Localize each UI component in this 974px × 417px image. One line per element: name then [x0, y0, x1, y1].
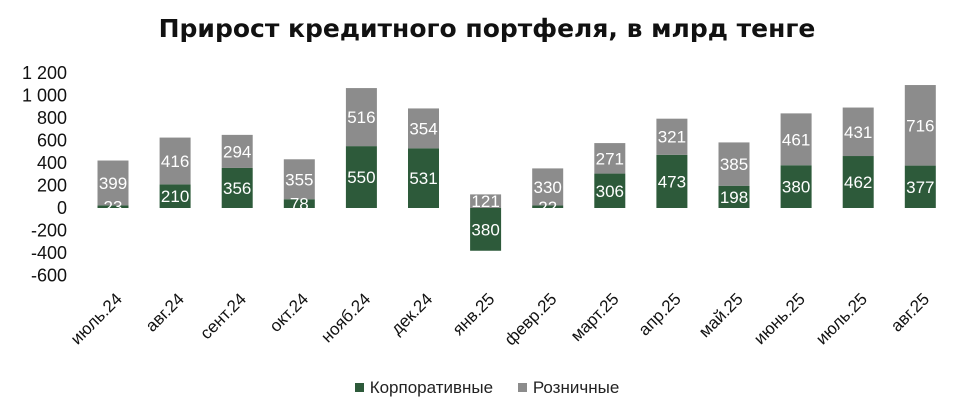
- data-label-corporate: 306: [596, 182, 624, 201]
- bar-retail: [842, 107, 874, 157]
- bar-corporate: [470, 208, 502, 251]
- data-label-corporate: 22: [538, 198, 557, 217]
- bar-retail: [718, 142, 750, 186]
- legend-item-retail: Розничные: [517, 377, 620, 398]
- x-tick-label: июль.25: [812, 289, 871, 348]
- y-tick-label: 800: [37, 108, 67, 128]
- bar-corporate: [159, 184, 191, 208]
- legend-label-corporate: Корпоративные: [369, 377, 494, 397]
- x-tick-label: янв.25: [449, 289, 499, 339]
- bar-corporate: [221, 167, 253, 208]
- x-tick-label: авг.25: [887, 289, 933, 335]
- legend-item-corporate: Корпоративные: [354, 377, 494, 398]
- data-label-corporate: 380: [782, 178, 810, 197]
- x-tick-label: май.25: [695, 289, 747, 341]
- bar-retail: [97, 160, 129, 206]
- bar-corporate: [656, 154, 688, 208]
- x-tick-label: март.25: [567, 289, 623, 345]
- x-axis: июль.24 авг.24 сент.24 окт.24 нояб.24 дек.24 я…: [67, 289, 933, 349]
- data-labels-group: 23 399 210 416 356 294 78 355 550 516 531 354 380 121…: [99, 108, 935, 239]
- bar-retail: [532, 168, 564, 206]
- x-tick-label: июнь.25: [750, 289, 809, 348]
- data-label-retail: 385: [720, 155, 748, 174]
- bars-group: [97, 85, 936, 251]
- y-tick-label: 1 200: [22, 63, 67, 83]
- data-label-retail: 354: [409, 119, 437, 138]
- bar-corporate: [842, 156, 874, 208]
- bar-corporate: [97, 205, 129, 208]
- bar-retail: [780, 113, 812, 166]
- y-tick-label: -200: [31, 221, 67, 241]
- x-tick-label: окт.24: [266, 289, 312, 335]
- data-label-corporate: 198: [720, 188, 748, 207]
- y-tick-label: 600: [37, 131, 67, 151]
- data-label-retail: 321: [658, 128, 686, 147]
- bar-retail: [594, 143, 626, 174]
- data-label-retail: 271: [596, 149, 624, 168]
- y-tick-label: 1 000: [22, 86, 67, 106]
- y-tick-label: 200: [37, 176, 67, 196]
- data-label-retail: 355: [285, 170, 313, 189]
- bar-corporate: [904, 165, 936, 208]
- bar-retail: [221, 134, 253, 168]
- data-label-corporate: 473: [658, 172, 686, 191]
- chart-title: Прирост кредитного портфеля, в млрд тенг…: [158, 14, 816, 43]
- data-label-retail: 399: [99, 174, 127, 193]
- data-label-retail: 431: [844, 123, 872, 142]
- bar-corporate: [780, 165, 812, 208]
- bar-corporate: [718, 185, 750, 208]
- bar-retail: [904, 85, 936, 166]
- x-tick-label: дек.24: [387, 289, 436, 338]
- bar-corporate: [345, 146, 377, 208]
- bar-retail: [283, 159, 315, 200]
- y-tick-label: -600: [31, 266, 67, 286]
- x-tick-label: авг.24: [142, 289, 188, 335]
- x-tick-label: февр.25: [501, 289, 561, 349]
- data-label-retail: 330: [534, 178, 562, 197]
- legend-swatch-retail: [517, 383, 527, 392]
- x-tick-label: апр.25: [635, 289, 685, 339]
- data-label-retail: 294: [223, 142, 251, 161]
- y-tick-label: -400: [31, 243, 67, 263]
- bar-retail: [159, 137, 191, 185]
- legend: Корпоративные Розничные: [0, 377, 974, 398]
- bar-retail: [345, 88, 377, 147]
- data-label-corporate: 78: [290, 195, 309, 214]
- data-label-retail: 716: [906, 116, 934, 135]
- data-label-corporate: 531: [409, 169, 437, 188]
- x-tick-label: нояб.24: [317, 289, 374, 346]
- bar-corporate: [594, 173, 626, 208]
- data-label-corporate: 550: [347, 168, 375, 187]
- bar-corporate: [532, 205, 564, 208]
- bar-retail: [470, 194, 502, 208]
- bar-retail: [408, 108, 439, 149]
- x-tick-label: июль.24: [67, 289, 126, 348]
- legend-swatch-corporate: [354, 383, 364, 392]
- data-label-corporate: 23: [104, 198, 123, 217]
- legend-label-retail: Розничные: [532, 377, 620, 397]
- data-label-corporate: 356: [223, 179, 251, 198]
- data-label-retail: 461: [782, 130, 810, 149]
- data-label-retail: 416: [161, 152, 189, 171]
- data-label-corporate: 377: [906, 178, 934, 197]
- data-label-retail: 121: [471, 192, 499, 211]
- bar-corporate: [408, 148, 439, 208]
- data-label-retail: 516: [347, 108, 375, 127]
- data-label-corporate: 210: [161, 187, 189, 206]
- bar-corporate: [283, 199, 315, 208]
- x-tick-label: сент.24: [196, 289, 250, 343]
- y-tick-label: 400: [37, 153, 67, 173]
- bar-retail: [656, 118, 688, 155]
- data-label-corporate: 462: [844, 173, 872, 192]
- y-tick-label: 0: [57, 198, 67, 218]
- data-label-corporate: 380: [471, 220, 499, 239]
